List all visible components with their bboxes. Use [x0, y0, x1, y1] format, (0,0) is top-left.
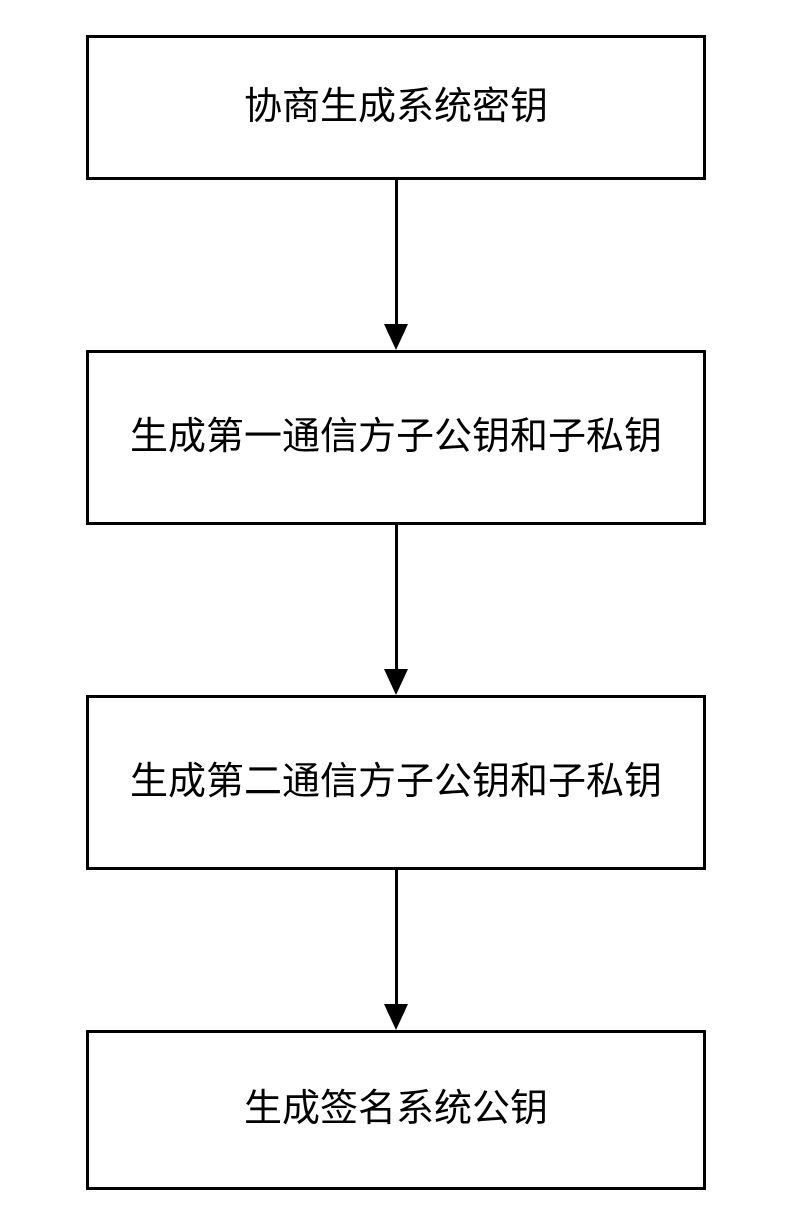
arrow-head-icon: [384, 669, 408, 695]
flowchart-node: 生成第一通信方子公钥和子私钥: [86, 350, 706, 525]
node-label: 生成第一通信方子公钥和子私钥: [130, 415, 662, 461]
flowchart-node: 生成签名系统公钥: [86, 1030, 706, 1190]
arrow-head-icon: [384, 324, 408, 350]
arrow-shaft: [395, 525, 398, 669]
flowchart-node: 生成第二通信方子公钥和子私钥: [86, 695, 706, 870]
node-label: 协商生成系统密钥: [244, 85, 548, 131]
flowchart-canvas: 协商生成系统密钥 生成第一通信方子公钥和子私钥 生成第二通信方子公钥和子私钥 生…: [0, 0, 800, 1213]
node-label: 生成签名系统公钥: [244, 1087, 548, 1133]
node-label: 生成第二通信方子公钥和子私钥: [130, 760, 662, 806]
arrow-shaft: [395, 870, 398, 1004]
arrow-head-icon: [384, 1004, 408, 1030]
arrow-shaft: [395, 180, 398, 324]
flowchart-node: 协商生成系统密钥: [86, 35, 706, 180]
